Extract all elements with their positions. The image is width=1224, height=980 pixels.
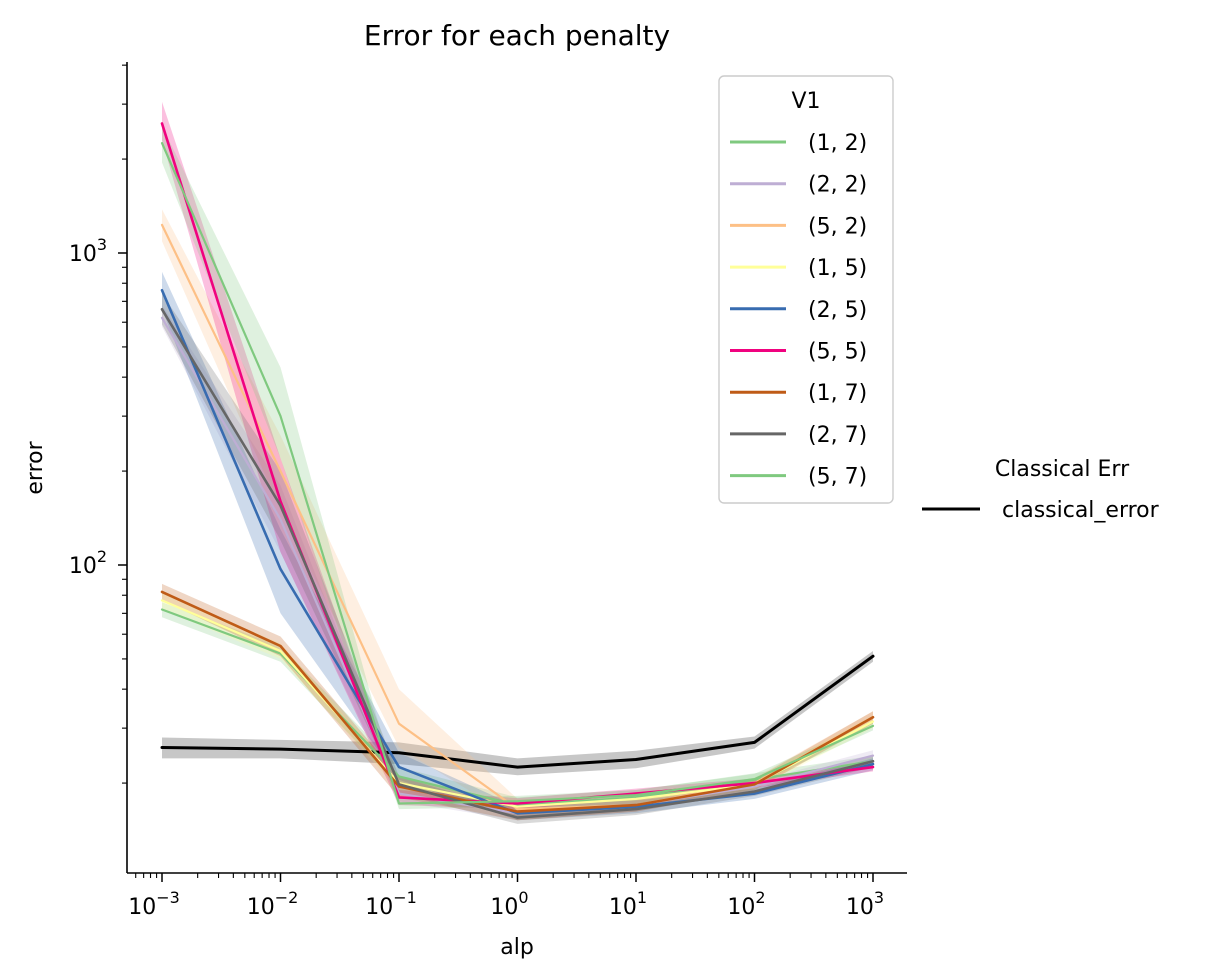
legend-label: (1, 5) [808,256,867,281]
classical-error-line [160,654,875,769]
x-tick-label: 10−1 [365,888,417,920]
x-ticks: 10−3 10−2 10−1 100 101 102 103 [128,873,884,920]
y-tick-label: 102 [69,547,107,579]
x-axis-label: alp [500,935,534,960]
x-tick-label: 10−2 [247,888,299,920]
series-8-line [160,307,875,819]
y-axis-label: error [23,440,48,494]
legend-label: (2, 7) [808,423,867,448]
series-5-band [162,271,873,821]
legend-label: (5, 2) [808,214,867,239]
y-tick-label: 103 [69,235,107,267]
classical-legend-label: classical_error [1002,498,1160,523]
series-5-line [160,288,875,815]
legend-title: V1 [791,89,820,114]
x-tick-label: 10−3 [128,888,180,920]
series-6-band [162,101,873,810]
chart-title: Error for each penalty [364,19,670,52]
x-tick-label: 102 [727,888,765,920]
series-9-line [160,142,875,805]
legend-v1: V1 (1, 2) (2, 2) (5, 2) (1, 5) (2, 5) (5, 5) (… [718,75,894,504]
series-9-band [162,126,873,810]
legend-label: (2, 2) [808,173,867,198]
x-tick-label: 100 [490,888,528,920]
legend-label: (1, 7) [808,381,867,406]
legend-label: (5, 7) [808,465,867,490]
classical-error-band [162,651,873,776]
series-lines [160,122,875,819]
legend-label: (5, 5) [808,340,867,365]
legend-label: (2, 5) [808,298,867,323]
series-7-line [160,590,875,813]
x-tick-label: 103 [846,888,884,920]
y-ticks: 102 103 [69,64,127,784]
classical-legend-title: Classical Err [995,457,1130,482]
legend-label: (1, 2) [808,131,867,156]
x-tick-label: 101 [609,888,647,920]
legend-classical: Classical Err classical_error [922,457,1160,523]
